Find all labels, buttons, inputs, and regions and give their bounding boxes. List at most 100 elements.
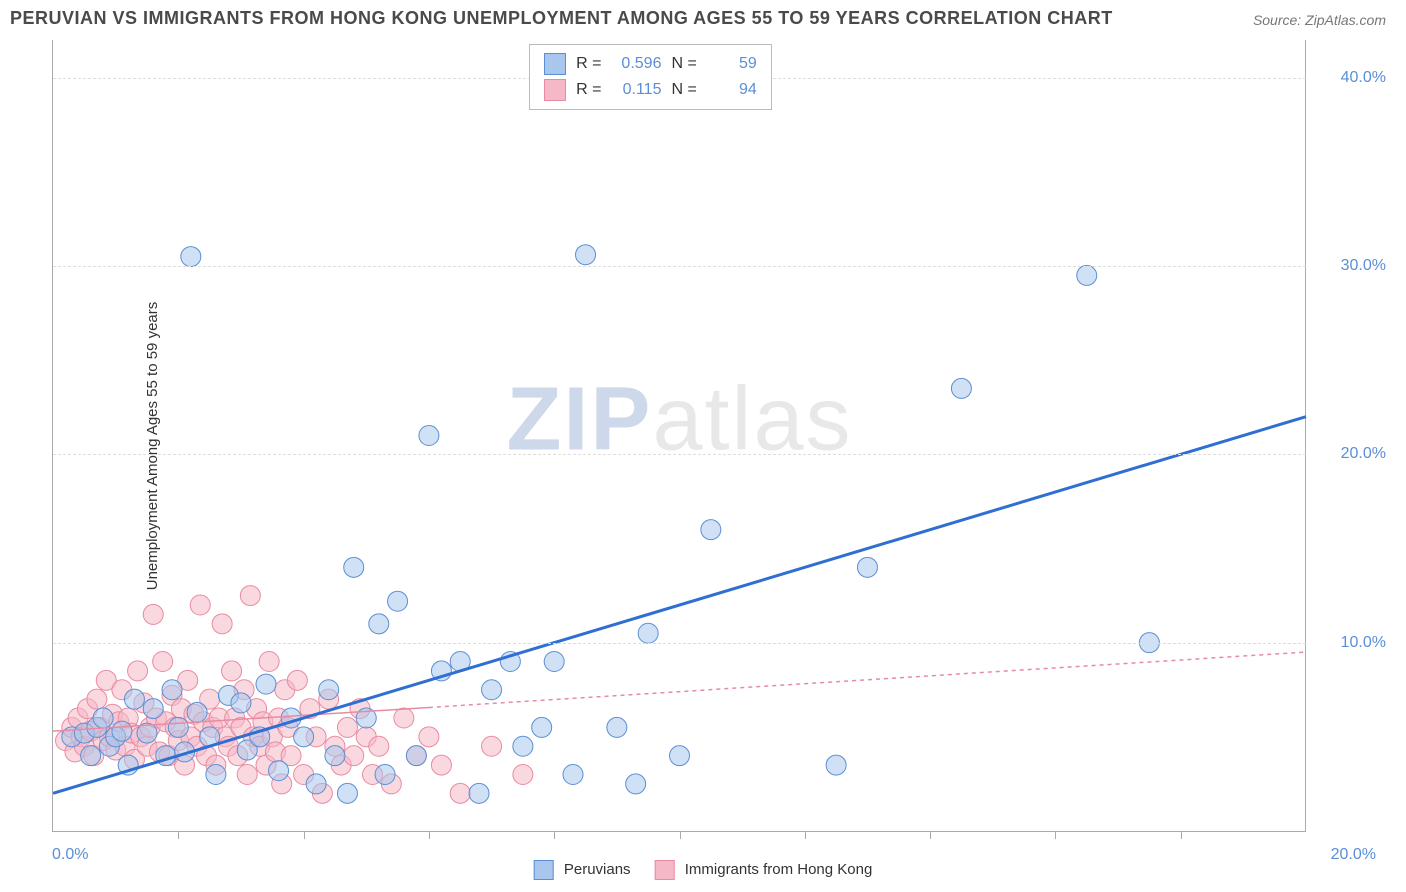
scatter-point (190, 595, 210, 615)
scatter-point (469, 783, 489, 803)
scatter-point (450, 783, 470, 803)
stats-n-value-1: 59 (707, 55, 757, 73)
x-tick (1181, 831, 1182, 839)
scatter-point (638, 623, 658, 643)
scatter-point (369, 614, 389, 634)
x-tick (554, 831, 555, 839)
stats-row-series1: R = 0.596 N = 59 (544, 51, 757, 77)
y-tick-label: 30.0% (1341, 257, 1386, 275)
x-tick (680, 831, 681, 839)
y-tick-label: 10.0% (1341, 634, 1386, 652)
scatter-point (626, 774, 646, 794)
stats-swatch-2 (544, 79, 566, 101)
scatter-point (513, 765, 533, 785)
legend-label-2: Immigrants from Hong Kong (685, 861, 873, 878)
scatter-point (143, 699, 163, 719)
scatter-point (306, 774, 326, 794)
x-tick (1055, 831, 1056, 839)
scatter-point (231, 693, 251, 713)
scatter-point (482, 680, 502, 700)
scatter-point (701, 520, 721, 540)
scatter-point (857, 557, 877, 577)
legend-swatch-2 (655, 860, 675, 880)
scatter-point (576, 245, 596, 265)
bottom-legend: Peruvians Immigrants from Hong Kong (534, 860, 873, 880)
x-axis-min-label: 0.0% (52, 846, 88, 864)
y-tick-label: 40.0% (1341, 69, 1386, 87)
x-axis-max-label: 20.0% (1331, 846, 1376, 864)
scatter-point (951, 378, 971, 398)
scatter-point (222, 661, 242, 681)
scatter-point (181, 247, 201, 267)
stats-r-value-2: 0.115 (611, 81, 661, 99)
scatter-point (344, 746, 364, 766)
gridline (53, 643, 1306, 644)
scatter-point (112, 721, 132, 741)
y-tick-label: 20.0% (1341, 445, 1386, 463)
scatter-point (294, 727, 314, 747)
stats-r-label: R = (576, 55, 601, 73)
scatter-point (187, 702, 207, 722)
scatter-point (826, 755, 846, 775)
scatter-point (544, 652, 564, 672)
scatter-point (143, 604, 163, 624)
chart-plot-area: ZIPatlas R = 0.596 N = 59 R = 0.115 N = … (52, 40, 1306, 832)
scatter-point (1077, 265, 1097, 285)
scatter-point (259, 652, 279, 672)
stats-n-label: N = (671, 55, 696, 73)
scatter-plot-svg (53, 40, 1306, 831)
scatter-point (319, 680, 339, 700)
scatter-point (87, 689, 107, 709)
legend-item-1: Peruvians (534, 860, 631, 880)
stats-n-value-2: 94 (707, 81, 757, 99)
scatter-point (532, 717, 552, 737)
x-tick (304, 831, 305, 839)
scatter-point (206, 765, 226, 785)
gridline (53, 454, 1306, 455)
scatter-point (388, 591, 408, 611)
scatter-point (607, 717, 627, 737)
scatter-point (482, 736, 502, 756)
scatter-point (168, 717, 188, 737)
scatter-point (369, 736, 389, 756)
scatter-point (375, 765, 395, 785)
scatter-point (212, 614, 232, 634)
chart-title: PERUVIAN VS IMMIGRANTS FROM HONG KONG UN… (10, 8, 1113, 29)
scatter-point (406, 746, 426, 766)
scatter-point (153, 652, 173, 672)
stats-r-value-1: 0.596 (611, 55, 661, 73)
scatter-point (419, 426, 439, 446)
scatter-point (287, 670, 307, 690)
scatter-point (269, 761, 289, 781)
correlation-stats-box: R = 0.596 N = 59 R = 0.115 N = 94 (529, 44, 772, 110)
legend-swatch-1 (534, 860, 554, 880)
scatter-point (81, 746, 101, 766)
scatter-point (419, 727, 439, 747)
scatter-point (670, 746, 690, 766)
scatter-point (337, 783, 357, 803)
x-tick (930, 831, 931, 839)
scatter-point (124, 689, 144, 709)
stats-swatch-1 (544, 53, 566, 75)
scatter-point (237, 765, 257, 785)
source-attribution: Source: ZipAtlas.com (1253, 12, 1386, 28)
scatter-point (93, 708, 113, 728)
scatter-point (394, 708, 414, 728)
legend-item-2: Immigrants from Hong Kong (655, 860, 873, 880)
regression-line (53, 417, 1306, 794)
x-tick (429, 831, 430, 839)
legend-label-1: Peruvians (564, 861, 631, 878)
scatter-point (325, 746, 345, 766)
gridline (53, 266, 1306, 267)
x-tick (805, 831, 806, 839)
x-tick (178, 831, 179, 839)
scatter-point (344, 557, 364, 577)
stats-row-series2: R = 0.115 N = 94 (544, 77, 757, 103)
scatter-point (337, 717, 357, 737)
stats-n-label: N = (671, 81, 696, 99)
scatter-point (513, 736, 533, 756)
scatter-point (563, 765, 583, 785)
scatter-point (162, 680, 182, 700)
scatter-point (128, 661, 148, 681)
scatter-point (240, 586, 260, 606)
